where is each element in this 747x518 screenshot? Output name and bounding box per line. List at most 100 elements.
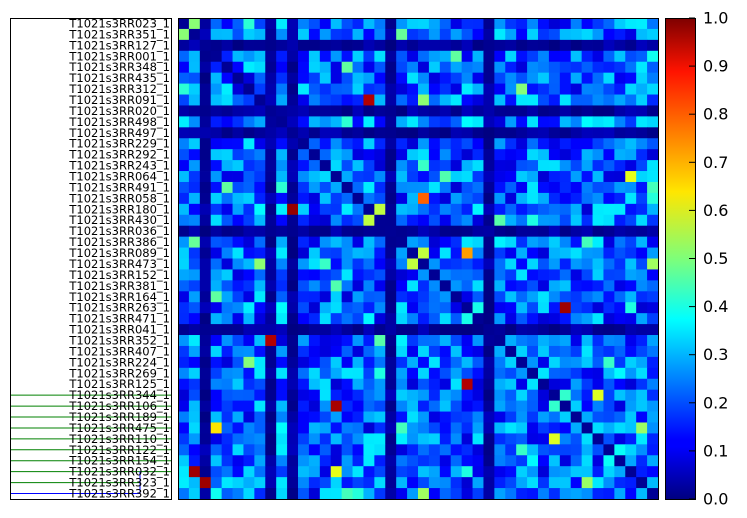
heatmap-cell: [603, 247, 615, 259]
heatmap-cell: [287, 335, 299, 347]
heatmap-cell: [352, 171, 364, 183]
heatmap-cell: [527, 422, 539, 434]
heatmap-cell: [319, 411, 332, 423]
heatmap-cell: [647, 433, 659, 445]
heatmap-cell: [287, 269, 299, 281]
heatmap-cell: [538, 488, 550, 500]
heatmap-cell: [396, 203, 408, 216]
heatmap-cell: [647, 477, 659, 489]
heatmap-cell: [243, 269, 255, 281]
heatmap-cell: [221, 477, 233, 489]
heatmap-cell: [603, 433, 615, 445]
heatmap-cell: [625, 181, 637, 194]
heatmap-cell: [308, 72, 321, 84]
heatmap-cell: [461, 225, 473, 238]
heatmap-cell: [559, 324, 572, 336]
heatmap-cell: [592, 411, 604, 423]
heatmap-cell: [614, 345, 626, 358]
heatmap-cell: [439, 192, 452, 205]
heatmap-cell: [276, 39, 288, 52]
heatmap-cell: [570, 236, 583, 248]
heatmap-cell: [221, 335, 233, 347]
heatmap-cell: [330, 324, 343, 336]
heatmap-cell: [188, 356, 201, 369]
heatmap-cell: [276, 345, 288, 358]
heatmap-cell: [461, 72, 473, 84]
heatmap-cell: [396, 356, 408, 369]
heatmap-cell: [199, 214, 212, 227]
heatmap-cell: [265, 236, 277, 248]
heatmap-cell: [505, 345, 517, 358]
heatmap-cell: [287, 422, 299, 434]
heatmap-cell: [210, 433, 223, 445]
heatmap-cell: [319, 181, 332, 194]
heatmap-cell: [199, 280, 212, 292]
heatmap-cell: [396, 291, 408, 303]
heatmap-cell: [625, 236, 637, 248]
heatmap-cell: [439, 400, 452, 412]
heatmap-cell: [254, 116, 266, 128]
heatmap-cell: [276, 477, 288, 489]
heatmap-cell: [527, 171, 539, 183]
heatmap-cell: [516, 411, 528, 423]
heatmap-cell: [516, 236, 528, 248]
heatmap-cell: [472, 466, 484, 478]
heatmap-cell: [636, 50, 648, 63]
heatmap-cell: [483, 378, 495, 391]
heatmap-cell: [287, 72, 299, 84]
heatmap-cell: [178, 302, 190, 314]
heatmap-cell: [341, 72, 353, 84]
heatmap-cell: [319, 247, 332, 259]
heatmap-cell: [527, 411, 539, 423]
heatmap-cell: [581, 280, 593, 292]
heatmap-cell: [341, 160, 353, 172]
heatmap-cell: [472, 455, 484, 467]
heatmap-cell: [352, 225, 364, 238]
heatmap-cell: [352, 138, 364, 150]
heatmap-cell: [232, 444, 244, 456]
heatmap-cell: [243, 291, 255, 303]
heatmap-cell: [418, 378, 430, 391]
heatmap-cell: [243, 455, 255, 467]
heatmap-cell: [341, 236, 353, 248]
heatmap-cell: [232, 258, 244, 270]
heatmap-cell: [319, 455, 332, 467]
heatmap-cell: [494, 422, 506, 434]
heatmap-cell: [538, 225, 550, 238]
heatmap-cell: [603, 291, 615, 303]
heatmap-cell: [363, 335, 375, 347]
heatmap-cell: [221, 160, 233, 172]
heatmap-cell: [265, 280, 277, 292]
heatmap-cell: [483, 116, 495, 128]
heatmap-cell: [243, 225, 255, 238]
heatmap-cell: [592, 389, 604, 402]
heatmap-cell: [298, 236, 310, 248]
heatmap-cell: [232, 181, 244, 194]
heatmap-cell: [483, 433, 495, 445]
heatmap-cell: [570, 149, 583, 161]
row-label: T1021s3RR180_1: [68, 202, 170, 216]
heatmap-cell: [319, 28, 332, 41]
heatmap-cell: [450, 50, 463, 63]
heatmap-cell: [287, 50, 299, 63]
heatmap-cell: [341, 422, 353, 434]
heatmap-cell: [363, 258, 375, 270]
heatmap-cell: [188, 444, 201, 456]
heatmap-cell: [341, 171, 353, 183]
heatmap-cell: [439, 171, 452, 183]
heatmap-cell: [570, 181, 583, 194]
heatmap-cell: [505, 444, 517, 456]
heatmap-cell: [483, 192, 495, 205]
heatmap-cell: [385, 105, 397, 117]
heatmap-cell: [352, 444, 364, 456]
heatmap-cell: [287, 291, 299, 303]
heatmap-cell: [461, 269, 473, 281]
heatmap-cell: [199, 94, 212, 106]
heatmap-cell: [265, 138, 277, 150]
row-label: T1021s3RR344_1: [68, 388, 170, 402]
heatmap-cell: [625, 455, 637, 467]
heatmap-cell: [505, 116, 517, 128]
heatmap-cell: [418, 83, 430, 95]
heatmap-cell: [625, 225, 637, 238]
heatmap-cell: [494, 28, 506, 41]
